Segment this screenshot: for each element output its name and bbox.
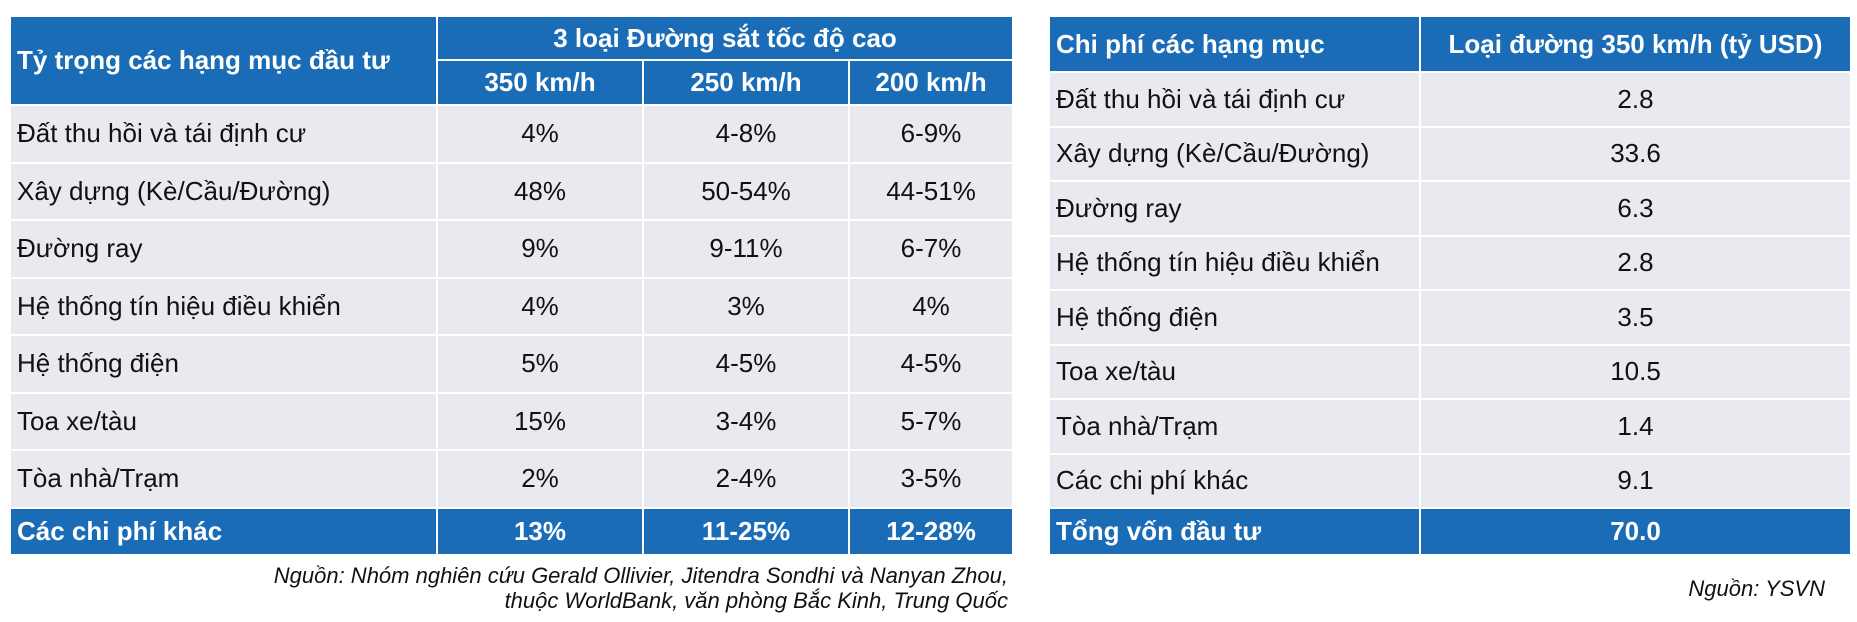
row: Hệ thống tín hiệu điều khiển 4% 3% 4% [9, 276, 1015, 336]
cell: Các chi phí khác [9, 506, 438, 556]
cell: 70.0 [1419, 507, 1852, 556]
row: Hệ thống điện 3.5 [1048, 289, 1852, 346]
cell: Hệ thống tín hiệu điều khiển [9, 276, 438, 336]
right-table: Chi phí các hạng mục Loại đường 350 km/h … [1048, 15, 1852, 556]
cell: 2.8 [1419, 234, 1852, 291]
row: Hệ thống tín hiệu điều khiển 2.8 [1048, 234, 1852, 291]
cell: 200 km/h [847, 59, 1015, 106]
cell: 6.3 [1419, 180, 1852, 237]
row: Tòa nhà/Trạm 1.4 [1048, 398, 1852, 455]
cell: 3.5 [1419, 289, 1852, 346]
cell: 33.6 [1419, 125, 1852, 182]
cell: 15% [436, 391, 644, 451]
cell: 350 km/h [436, 59, 644, 106]
cell: 5% [436, 334, 644, 394]
cell: 9.1 [1419, 452, 1852, 509]
row: Tổng vốn đầu tư 70.0 [1048, 507, 1852, 556]
row: Hệ thống điện 5% 4-5% 4-5% [9, 334, 1015, 394]
cell: 6-7% [847, 219, 1015, 279]
cell: 9% [436, 219, 644, 279]
cell: Đất thu hồi và tái định cư [9, 104, 438, 164]
row: Đường ray 6.3 [1048, 180, 1852, 237]
row: Đất thu hồi và tái định cư 2.8 [1048, 71, 1852, 128]
cell: Chi phí các hạng mục [1048, 15, 1421, 73]
cell: 4% [436, 104, 644, 164]
row: Các chi phí khác 13% 11-25% 12-28% [9, 506, 1015, 556]
row: Các chi phí khác 9.1 [1048, 452, 1852, 509]
cell: Các chi phí khác [1048, 452, 1421, 509]
cell: Hệ thống điện [9, 334, 438, 394]
cell: Xây dựng (Kè/Cầu/Đường) [1048, 125, 1421, 182]
cell: 13% [436, 506, 644, 556]
left-table: Tỷ trọng các hạng mục đầu tư 3 loại Đườn… [9, 15, 1015, 556]
cell: 50-54% [642, 161, 850, 221]
row: Tòa nhà/Trạm 2% 2-4% 3-5% [9, 449, 1015, 509]
cell: 250 km/h [642, 59, 850, 106]
cell: 9-11% [642, 219, 850, 279]
cell: 10.5 [1419, 343, 1852, 400]
row: Xây dựng (Kè/Cầu/Đường) 48% 50-54% 44-51% [9, 161, 1015, 221]
cell: Hệ thống tín hiệu điều khiển [1048, 234, 1421, 291]
cell: Toa xe/tàu [1048, 343, 1421, 400]
cell: 1.4 [1419, 398, 1852, 455]
cell: 4-5% [847, 334, 1015, 394]
row: Chi phí các hạng mục Loại đường 350 km/h … [1048, 15, 1852, 73]
cell: Toa xe/tàu [9, 391, 438, 451]
row: Đất thu hồi và tái định cư 4% 4-8% 6-9% [9, 104, 1015, 164]
right-source: Nguồn: YSVN [1688, 576, 1825, 601]
cell: 4-5% [642, 334, 850, 394]
cell: 12-28% [847, 506, 1015, 556]
row: Đường ray 9% 9-11% 6-7% [9, 219, 1015, 279]
cell: 3% [642, 276, 850, 336]
header-cell: 3 loại Đường sắt tốc độ cao [435, 15, 1015, 61]
source-line: Nguồn: Nhóm nghiên cứu Gerald Ollivier, … [273, 563, 1008, 588]
cell: 11-25% [642, 506, 850, 556]
cell: Xây dựng (Kè/Cầu/Đường) [9, 161, 438, 221]
left-source: Nguồn: Nhóm nghiên cứu Gerald Ollivier, … [274, 563, 1008, 613]
cell: Đất thu hồi và tái định cư [1048, 71, 1421, 128]
source-line: thuộc WorldBank, văn phòng Bắc Kinh, Tru… [504, 588, 1008, 613]
cell: 44-51% [847, 161, 1015, 221]
cell: Tòa nhà/Trạm [9, 449, 438, 509]
cell: 2.8 [1419, 71, 1852, 128]
cell: 2% [436, 449, 644, 509]
row: Toa xe/tàu 10.5 [1048, 343, 1852, 400]
cell: Tòa nhà/Trạm [1048, 398, 1421, 455]
cell: 2-4% [642, 449, 850, 509]
cell: Tổng vốn đầu tư [1048, 507, 1421, 556]
cell: 4-8% [642, 104, 850, 164]
cell: 3-4% [642, 391, 850, 451]
cell: 5-7% [847, 391, 1015, 451]
header-cell: Tỷ trọng các hạng mục đầu tư [9, 15, 438, 106]
cell: Hệ thống điện [1048, 289, 1421, 346]
cell: 48% [436, 161, 644, 221]
row: Xây dựng (Kè/Cầu/Đường) 33.6 [1048, 125, 1852, 182]
cell: 4% [847, 276, 1015, 336]
row: Toa xe/tàu 15% 3-4% 5-7% [9, 391, 1015, 451]
cell: Loại đường 350 km/h (tỷ USD) [1419, 15, 1852, 73]
cell: Đường ray [1048, 180, 1421, 237]
cell: 6-9% [847, 104, 1015, 164]
cell: 4% [436, 276, 644, 336]
cell: 3-5% [847, 449, 1015, 509]
cell: Đường ray [9, 219, 438, 279]
